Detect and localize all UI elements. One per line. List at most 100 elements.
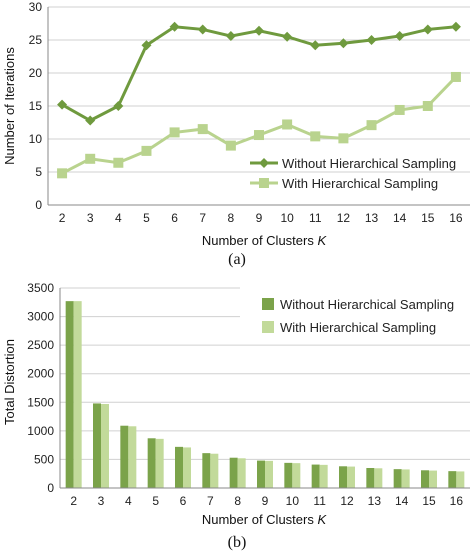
x-tick-label: 11 [309, 211, 322, 225]
x-axis-label-main: Number of Clusters [202, 512, 318, 527]
x-tick-label: 6 [171, 211, 178, 225]
x-tick-label: 4 [125, 494, 132, 508]
data-point [85, 153, 96, 164]
x-tick-label: 12 [340, 494, 354, 508]
y-tick-label: 30 [29, 0, 43, 14]
data-point [450, 71, 461, 82]
x-tick-label: 9 [256, 211, 263, 225]
bar [374, 468, 383, 488]
x-tick-label: 16 [450, 494, 464, 508]
data-point [394, 104, 405, 115]
x-tick-label: 11 [313, 494, 326, 508]
data-point [57, 168, 68, 179]
x-tick-label: 2 [59, 211, 66, 225]
x-tick-label: 4 [115, 211, 122, 225]
bar [265, 460, 273, 488]
y-tick-labels: 0 500 1000 1500 2000 2500 3000 3500 [27, 281, 54, 495]
x-tick-label: 9 [262, 494, 269, 508]
x-tick-label: 14 [395, 494, 409, 508]
y-tick-label: 1000 [27, 424, 54, 438]
data-point [141, 145, 152, 156]
legend-marker [259, 158, 269, 168]
bar [210, 453, 219, 488]
x-axis-label: Number of Clusters K [202, 512, 328, 527]
data-point [225, 140, 236, 151]
axes [47, 7, 470, 206]
bar [101, 404, 109, 488]
legend-label: With Hierarchical Sampling [282, 176, 438, 191]
data-point [310, 131, 321, 142]
y-axis-label: Number of Iterations [2, 47, 17, 165]
y-tick-label: 500 [34, 452, 54, 466]
x-tick-label: 8 [234, 494, 241, 508]
data-point [85, 115, 96, 126]
y-tick-label: 20 [29, 66, 43, 80]
y-tick-label: 15 [29, 99, 43, 113]
bar [65, 301, 74, 488]
bar [311, 464, 320, 488]
y-tick-label: 25 [29, 33, 43, 47]
data-point [113, 157, 124, 168]
bar [448, 471, 457, 488]
x-tick-labels: 2 3 4 5 6 7 8 9 10 11 12 13 14 15 16 [70, 494, 463, 508]
x-tick-label: 6 [180, 494, 187, 508]
bar [456, 471, 465, 488]
data-point [254, 130, 264, 141]
x-tick-label: 7 [199, 211, 206, 225]
legend-label: With Hierarchical Sampling [280, 320, 436, 335]
x-axis-label-main: Number of Clusters [202, 233, 318, 248]
y-tick-label: 2500 [27, 338, 54, 352]
data-point [450, 21, 461, 32]
data-point [422, 24, 433, 35]
x-tick-label: 15 [421, 211, 435, 225]
y-tick-labels: 0 5 10 15 20 25 30 [29, 0, 43, 212]
bar [292, 463, 301, 488]
legend: Without Hierarchical Sampling With Hierar… [250, 156, 456, 191]
data-point [169, 21, 180, 32]
y-tick-label: 0 [47, 481, 54, 495]
data-point [338, 38, 349, 49]
data-point [366, 35, 377, 45]
bar [339, 466, 347, 488]
bar [257, 460, 265, 488]
x-tick-label: 12 [337, 211, 351, 225]
bar [421, 470, 429, 488]
bar [319, 464, 328, 488]
data-point [254, 25, 264, 36]
y-tick-label: 0 [35, 198, 42, 212]
bar [120, 425, 129, 488]
x-tick-label: 13 [368, 494, 382, 508]
y-axis-label: Total Distortion [2, 339, 17, 425]
panel-caption: (b) [228, 534, 247, 551]
x-tick-label: 3 [87, 211, 94, 225]
x-tick-label: 5 [152, 494, 159, 508]
legend-swatch [262, 321, 274, 333]
legend: Without Hierarchical Sampling With Hierar… [262, 297, 454, 335]
x-tick-label: 8 [228, 211, 235, 225]
x-axis-label-variable: K [317, 233, 327, 248]
data-point [113, 101, 124, 111]
y-tick-label: 10 [29, 132, 43, 146]
x-tick-label: 10 [280, 211, 294, 225]
iterations-line-chart: 0 5 10 15 20 25 30 2 3 4 5 6 7 8 9 10 11 12 13 14 15 16 Numb… [2, 0, 470, 268]
bar [155, 438, 164, 488]
data-point [282, 31, 293, 42]
x-tick-label: 16 [449, 211, 463, 225]
bar [284, 462, 293, 488]
bars-group [65, 301, 465, 488]
bar [183, 447, 191, 488]
legend-swatch [262, 298, 274, 310]
y-tick-label: 3500 [27, 281, 54, 295]
bar [229, 457, 238, 488]
x-axis-label: Number of Clusters K [202, 233, 328, 248]
bar [347, 466, 355, 488]
bar [202, 453, 211, 488]
data-point [141, 40, 152, 51]
axes [59, 288, 470, 489]
bar [366, 468, 375, 488]
panel-caption: (a) [228, 251, 246, 268]
x-tick-label: 3 [98, 494, 105, 508]
x-tick-label: 7 [207, 494, 214, 508]
series-group [57, 21, 461, 179]
data-point [310, 40, 321, 51]
